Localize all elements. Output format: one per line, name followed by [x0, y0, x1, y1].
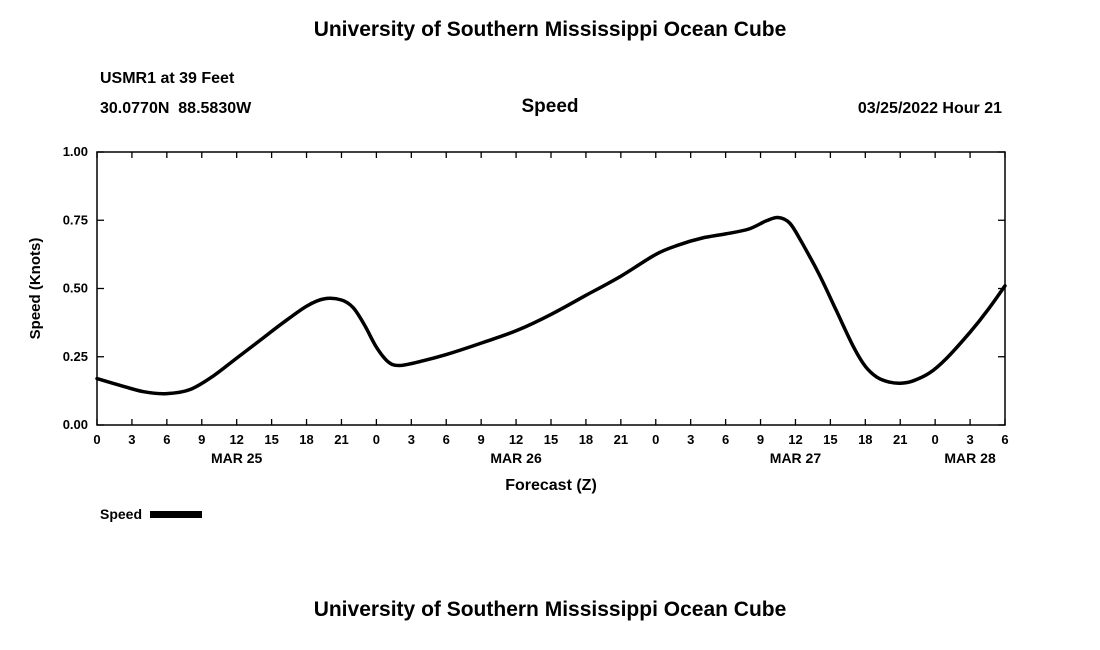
- x-tick-label: 15: [823, 432, 837, 447]
- x-tick-label: 3: [966, 432, 973, 447]
- y-axis-title: Speed (Knots): [27, 238, 44, 340]
- speed-series-line: [95, 215, 1007, 396]
- forecast-datetime: 03/25/2022 Hour 21: [857, 100, 1002, 117]
- station-coordinates: 30.0770N 88.5830W: [100, 100, 252, 117]
- x-tick-label: 6: [722, 432, 729, 447]
- day-label: MAR 26: [490, 450, 542, 466]
- x-tick-label: 3: [408, 432, 415, 447]
- x-tick-label: 15: [264, 432, 278, 447]
- x-tick-label: 18: [858, 432, 872, 447]
- x-tick-label: 6: [1001, 432, 1008, 447]
- x-axis-title: Forecast (Z): [505, 477, 597, 494]
- x-tick-label: 12: [509, 432, 523, 447]
- x-tick-label: 9: [757, 432, 764, 447]
- x-tick-label: 9: [478, 432, 485, 447]
- x-tick-label: 6: [443, 432, 450, 447]
- page-title-top: University of Southern Mississippi Ocean…: [313, 18, 787, 41]
- x-tick-label: 0: [93, 432, 100, 447]
- x-tick-label: 18: [579, 432, 593, 447]
- x-tick-label: 12: [788, 432, 802, 447]
- x-tick-label: 6: [163, 432, 170, 447]
- legend-line-swatch: [150, 510, 203, 518]
- day-label: MAR 27: [770, 450, 822, 466]
- x-tick-label: 3: [687, 432, 694, 447]
- x-tick-label: 0: [373, 432, 380, 447]
- y-tick-label: 0.00: [63, 417, 88, 432]
- x-tick-label: 15: [544, 432, 558, 447]
- plot-frame: [96, 151, 1006, 426]
- y-tick-label: 0.25: [63, 349, 88, 364]
- y-tick-label: 1.00: [63, 144, 88, 159]
- legend-label: Speed: [100, 506, 143, 522]
- x-tick-label: 0: [932, 432, 939, 447]
- x-tick-label: 9: [198, 432, 205, 447]
- plot-title: Speed: [521, 96, 579, 117]
- x-tick-label: 21: [893, 432, 907, 447]
- x-tick-label: 0: [652, 432, 659, 447]
- page-title-bottom: University of Southern Mississippi Ocean…: [313, 598, 787, 621]
- x-tick-label: 21: [334, 432, 348, 447]
- x-tick-label: 21: [614, 432, 628, 447]
- x-tick-label: 12: [229, 432, 243, 447]
- day-label: MAR 28: [944, 450, 996, 466]
- chart-legend: Speed: [100, 506, 203, 522]
- y-tick-label: 0.75: [63, 212, 88, 227]
- x-tick-label: 3: [128, 432, 135, 447]
- day-label: MAR 25: [211, 450, 263, 466]
- x-tick-label: 18: [299, 432, 313, 447]
- station-name: USMR1 at 39 Feet: [100, 70, 235, 87]
- y-tick-label: 0.50: [63, 281, 88, 296]
